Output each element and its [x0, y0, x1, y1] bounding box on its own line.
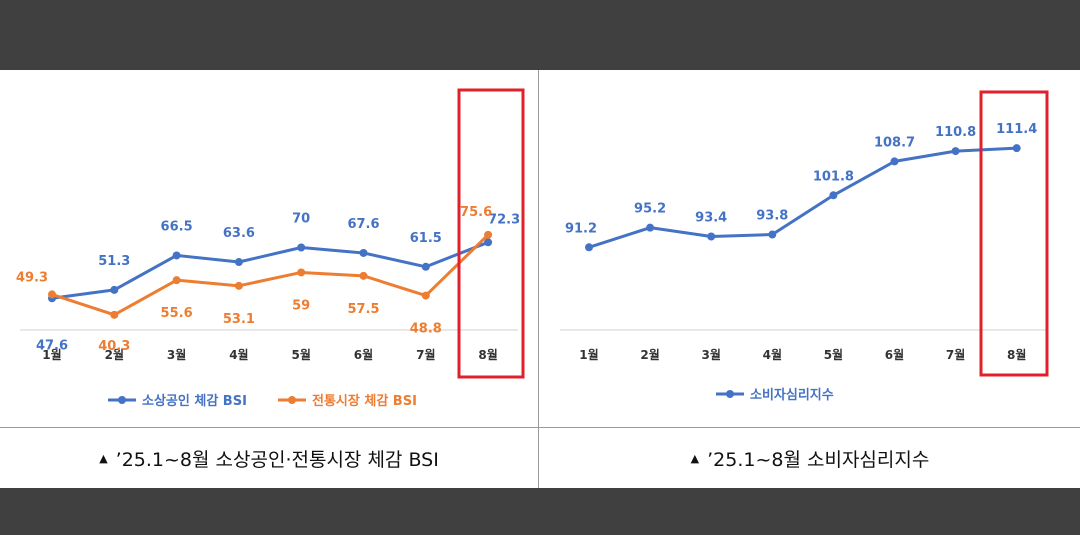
legend-label: 전통시장 체감 BSI — [312, 393, 417, 409]
legend-marker — [288, 396, 296, 404]
data-label: 67.6 — [347, 217, 379, 232]
caption-text: ’25.1~8월 소상공인·전통시장 체감 BSI — [115, 448, 439, 471]
data-label: 55.6 — [161, 306, 193, 321]
data-label: 57.5 — [347, 302, 379, 317]
legend-label: 소상공인 체감 BSI — [142, 393, 247, 409]
panel-divider — [538, 70, 539, 488]
data-point — [1012, 144, 1021, 153]
data-point — [297, 268, 306, 277]
x-tick-label: 5월 — [824, 347, 843, 362]
data-point — [829, 191, 838, 200]
data-point — [359, 271, 368, 280]
x-tick-label: 7월 — [416, 347, 435, 362]
data-point — [484, 230, 493, 239]
x-tick-label: 8월 — [478, 347, 497, 362]
data-point — [172, 276, 181, 285]
data-label: 70 — [292, 212, 310, 227]
data-label: 108.7 — [874, 135, 915, 150]
x-tick-label: 2월 — [105, 347, 124, 362]
data-point — [234, 281, 243, 290]
caption-bsi: ▲ ’25.1~8월 소상공인·전통시장 체감 BSI — [0, 428, 538, 488]
x-tick-label: 6월 — [354, 347, 373, 362]
data-point — [646, 223, 655, 232]
data-label: 72.3 — [488, 212, 520, 227]
data-point — [110, 285, 119, 294]
x-tick-label: 8월 — [1007, 347, 1026, 362]
data-point — [421, 262, 430, 271]
data-point — [484, 238, 493, 247]
legend-marker — [726, 390, 734, 398]
data-label: 93.4 — [695, 210, 727, 225]
highlight-box — [979, 90, 1049, 377]
data-label: 95.2 — [634, 202, 666, 217]
series-line — [51, 240, 489, 300]
data-point — [48, 290, 56, 299]
data-label: 61.5 — [410, 231, 442, 246]
x-tick-label: 4월 — [763, 347, 782, 362]
data-label: 47.6 — [36, 338, 68, 353]
caption-text: ’25.1~8월 소비자심리지수 — [707, 448, 930, 471]
caption-marker: ▲ — [99, 451, 108, 465]
x-tick-label: 3월 — [702, 347, 721, 362]
data-label: 91.2 — [565, 221, 597, 236]
x-tick-label: 6월 — [885, 347, 904, 362]
caption-marker: ▲ — [690, 451, 700, 465]
data-label: 40.3 — [98, 339, 130, 354]
x-tick-label: 7월 — [946, 347, 965, 362]
x-tick-label: 3월 — [167, 347, 186, 362]
x-tick-label: 4월 — [229, 347, 248, 362]
data-point — [768, 230, 777, 239]
x-tick-label: 1월 — [579, 347, 598, 362]
series-line — [51, 233, 490, 317]
x-tick-label: 5월 — [292, 347, 311, 362]
legend-marker — [118, 396, 126, 404]
consumer-sentiment-line-chart: 1월 2월 3월 4월 5월 6월 7월 8월 91.2 95.2 93.4 93.8 101.8 108… — [560, 90, 1049, 403]
data-label: 53.1 — [223, 312, 255, 327]
data-label: 48.8 — [410, 322, 442, 337]
data-label: 93.8 — [756, 209, 788, 224]
data-point — [234, 258, 243, 267]
bsi-line-chart: 1월 2월 3월 4월 5월 6월 7월 8월 47.6 51.3 66.5 63.6 70 67.6 61… — [16, 88, 525, 409]
highlight-box — [457, 88, 525, 379]
x-tick-label: 1월 — [42, 347, 61, 362]
data-point — [890, 157, 899, 166]
caption-consumer-sentiment: ▲ ’25.1~8월 소비자심리지수 — [540, 428, 1080, 488]
data-point — [951, 147, 960, 156]
x-tick-label: 2월 — [640, 347, 659, 362]
data-label: 111.4 — [996, 122, 1037, 137]
legend-label: 소비자심리지수 — [750, 387, 834, 403]
data-label: 110.8 — [935, 125, 976, 140]
data-label: 49.3 — [16, 270, 48, 285]
figure-panel: 1월 2월 3월 4월 5월 6월 7월 8월 47.6 51.3 66.5 63.6 70 67.6 61… — [0, 70, 1080, 488]
data-point — [359, 248, 368, 257]
data-point — [172, 251, 181, 260]
data-label: 51.3 — [98, 254, 130, 269]
series-line — [588, 146, 1017, 249]
data-point — [110, 310, 119, 319]
data-label: 59 — [292, 298, 310, 313]
caption-divider — [0, 427, 1080, 428]
data-point — [707, 232, 716, 241]
data-label: 101.8 — [813, 169, 854, 184]
data-label: 75.6 — [460, 205, 492, 220]
data-point — [421, 291, 430, 300]
data-label: 66.5 — [161, 219, 193, 234]
data-point — [585, 243, 593, 252]
data-point — [297, 243, 306, 252]
data-label: 63.6 — [223, 226, 255, 241]
